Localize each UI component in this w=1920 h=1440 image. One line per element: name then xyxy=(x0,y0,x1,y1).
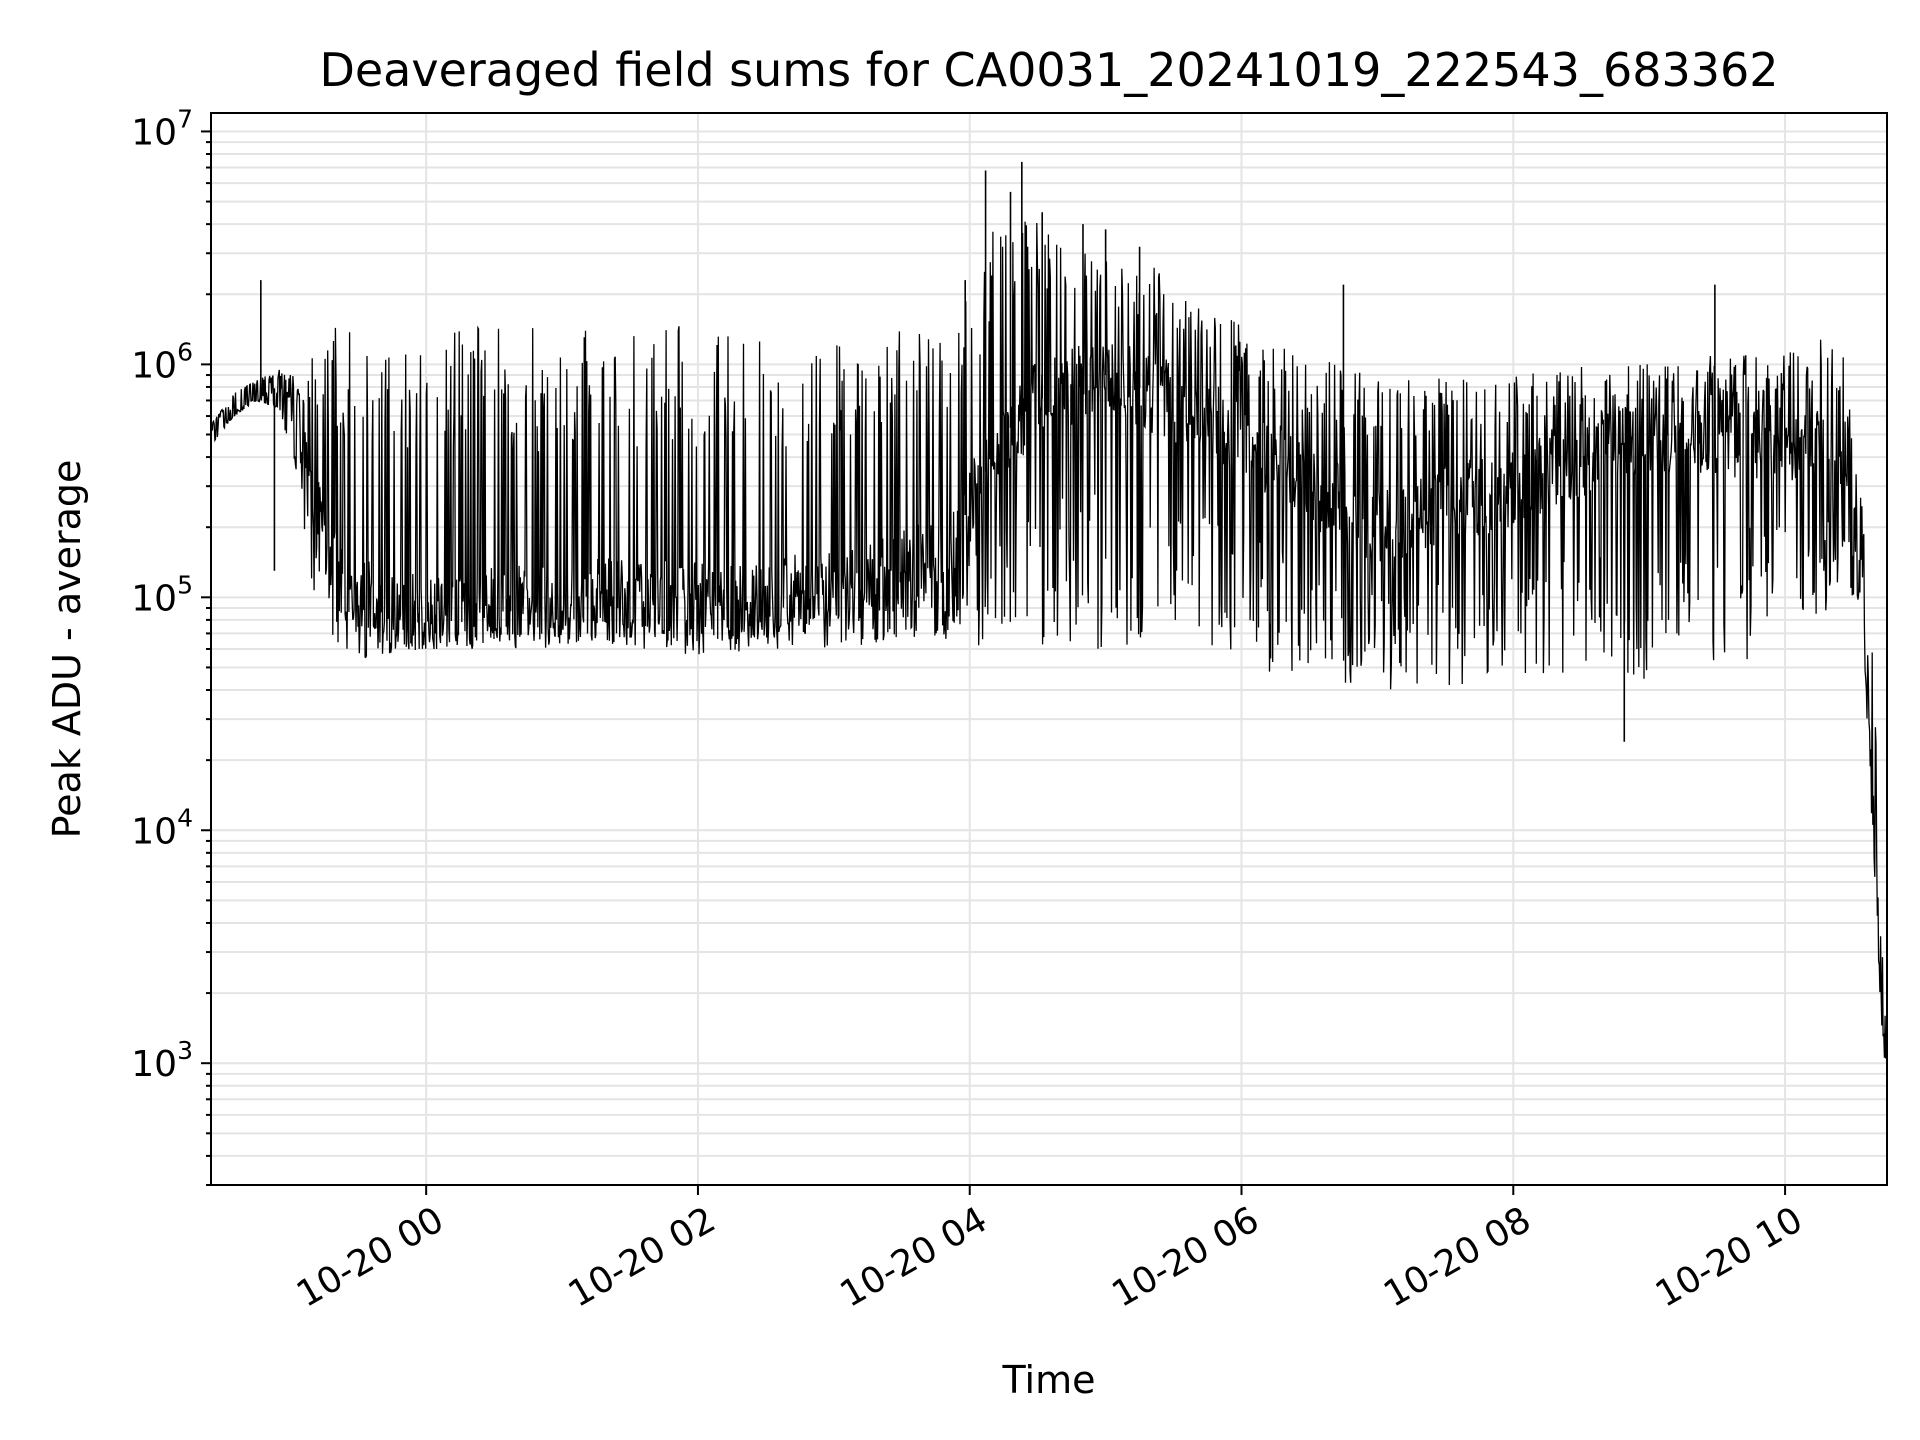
data-series xyxy=(210,161,1888,1064)
y-tick-label: 107 xyxy=(131,104,193,153)
series-line xyxy=(210,221,1888,1064)
chart-title: Deaveraged field sums for CA0031_2024101… xyxy=(319,43,1778,97)
y-axis-label: Peak ADU - average xyxy=(45,460,89,839)
y-tick-label: 103 xyxy=(131,1036,193,1085)
y-tick-label: 104 xyxy=(131,803,193,852)
x-axis-label: Time xyxy=(1002,1358,1096,1402)
y-tick-label: 105 xyxy=(131,570,193,619)
grid xyxy=(211,113,1887,1186)
y-tick-label: 106 xyxy=(131,337,193,386)
